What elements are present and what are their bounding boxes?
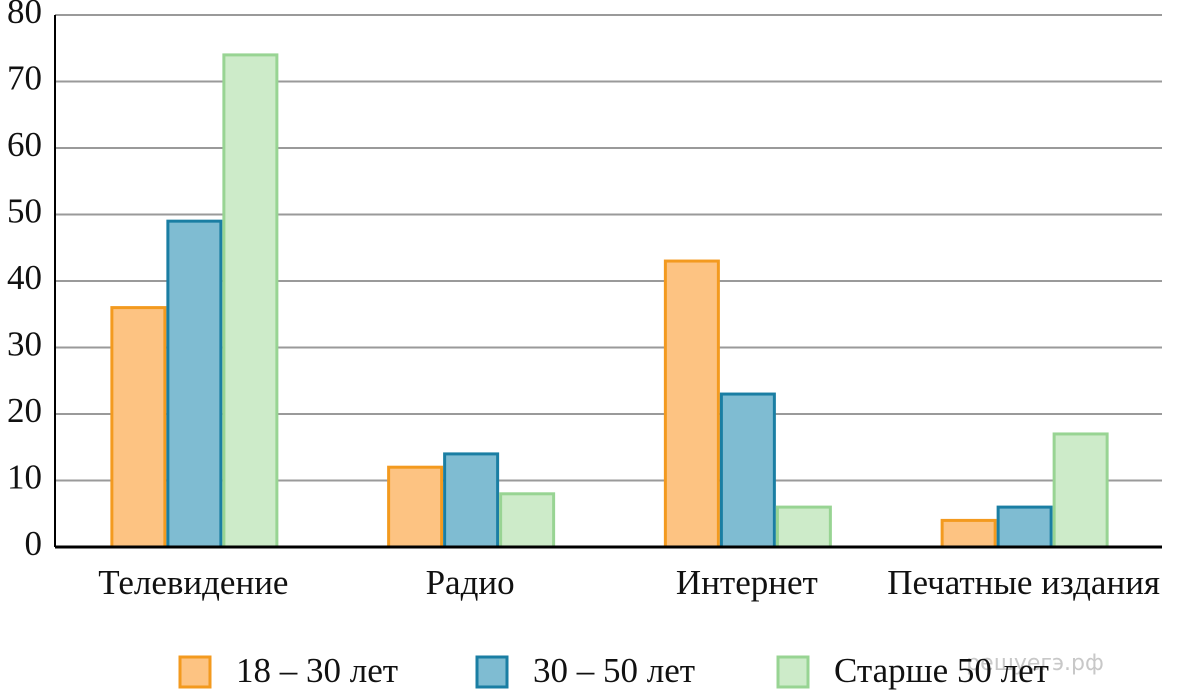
bar	[663, 259, 720, 549]
bar	[222, 53, 279, 549]
watermark: решуегэ.рф	[966, 651, 1104, 676]
bar	[719, 392, 776, 549]
bar	[940, 518, 997, 549]
y-tick-label: 40	[7, 258, 42, 297]
legend-label: 30 – 50 лет	[533, 651, 695, 690]
bar	[166, 219, 223, 549]
y-tick-label: 60	[7, 125, 42, 164]
y-tick-label: 10	[7, 458, 42, 497]
bar	[443, 452, 500, 549]
y-tick-label: 0	[25, 524, 43, 563]
y-tick-label: 30	[7, 325, 42, 364]
y-tick-label: 80	[7, 0, 42, 31]
x-tick-label: Интернет	[676, 563, 818, 602]
x-tick-label: Радио	[426, 563, 515, 602]
legend-label: Старше 50 лет	[834, 651, 1049, 690]
bar	[1052, 432, 1109, 549]
x-tick-label: Печатные издания	[887, 563, 1160, 602]
bar	[775, 505, 832, 549]
legend-swatch	[178, 655, 212, 689]
bar	[996, 505, 1053, 549]
y-tick-label: 20	[7, 391, 42, 430]
bar	[387, 465, 444, 549]
y-tick-label: 50	[7, 192, 42, 231]
legend-swatch	[475, 655, 509, 689]
legend-label: 18 – 30 лет	[236, 651, 398, 690]
bar	[499, 492, 556, 549]
x-tick-label: Телевидение	[98, 563, 288, 602]
y-tick-label: 70	[7, 59, 42, 98]
bar	[110, 306, 167, 549]
legend-swatch	[776, 655, 810, 689]
